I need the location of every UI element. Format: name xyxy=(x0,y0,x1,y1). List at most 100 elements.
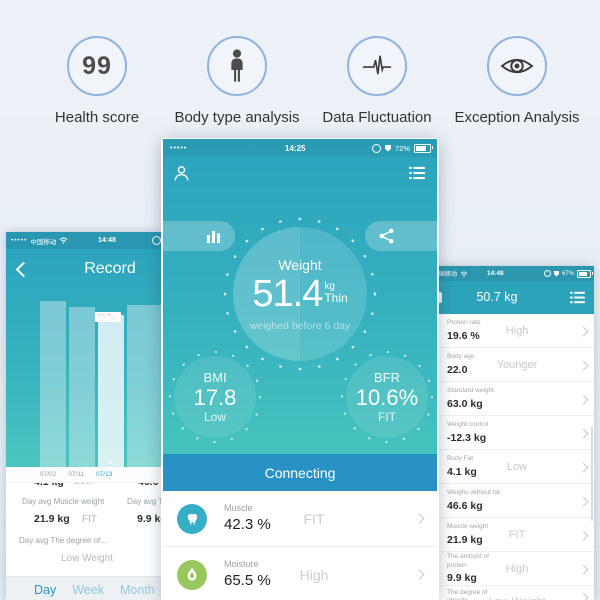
weight-bar[interactable] xyxy=(98,315,124,467)
metric-value: 42.3 % xyxy=(224,516,271,533)
chart-date-axis: 07/02 07/11 07/13 xyxy=(6,467,164,482)
share-button[interactable] xyxy=(365,221,437,251)
eye-icon xyxy=(487,36,547,96)
record-header: Record xyxy=(6,249,164,289)
feature-label: Health score xyxy=(54,109,140,126)
share-icon xyxy=(379,228,394,244)
metric-value: 9.9 kg xyxy=(447,571,477,584)
score-99-text: 99 xyxy=(82,51,112,80)
list-item[interactable]: Muscle weight 21.9 kg FIT xyxy=(437,518,594,552)
battery-icon xyxy=(414,143,433,153)
weight-bar-chart[interactable]: 50.7kg xyxy=(6,289,164,467)
metric-value: 65.5 % xyxy=(224,572,271,589)
list-menu-icon[interactable] xyxy=(570,291,585,304)
battery-percent: 72% xyxy=(394,143,410,153)
metric-name: Muscle xyxy=(224,503,253,513)
list-item[interactable]: Weighs without fat 46.6 kg xyxy=(437,484,594,518)
weight-bar[interactable] xyxy=(127,305,164,467)
bar-chart-icon xyxy=(207,231,220,243)
chevron-right-icon xyxy=(414,569,425,580)
profile-icon[interactable] xyxy=(173,165,190,182)
battery-icon xyxy=(577,269,593,278)
date-tick[interactable]: 07/11 xyxy=(68,471,85,478)
metric-list: Protein rate 19.6 % High Body age 22.0 Young… xyxy=(437,314,594,600)
left-phone-body: Record 50.7kg xyxy=(6,249,164,467)
status-time: 14:48 xyxy=(98,237,116,244)
moisture-row[interactable]: Moisture 65.5 % High xyxy=(163,547,437,600)
metric-label: Standard weight xyxy=(447,387,494,395)
metric-value: 63.0 kg xyxy=(447,397,483,410)
date-tick-active[interactable]: 07/13 xyxy=(96,471,113,478)
signal-dots: ••••• xyxy=(170,144,188,152)
list-item[interactable]: Protein rate 19.6 % High xyxy=(437,314,594,348)
left-status-bar: ••••• 中国移动 14:48 xyxy=(6,232,164,249)
tab-month[interactable]: Month xyxy=(119,582,155,597)
orientation-lock-icon xyxy=(152,236,161,245)
degree-status: Low Weight xyxy=(61,553,114,564)
feature-health-score: 99 Health score xyxy=(17,36,177,126)
feature-label: Data Fluctuation xyxy=(322,109,432,126)
metric-value: 4.1 kg xyxy=(447,465,477,478)
feature-label: Exception Analysis xyxy=(454,109,580,126)
scrollbar[interactable] xyxy=(591,426,593,521)
tab-day[interactable]: Day xyxy=(34,582,57,597)
avg-value-right: 9.9 kg xyxy=(137,513,164,525)
avg-value-left: 21.9 kg xyxy=(34,513,70,525)
ecg-line-icon xyxy=(347,36,407,96)
connecting-banner[interactable]: Connecting xyxy=(163,454,437,491)
bfr-status: FIT xyxy=(378,410,396,425)
list-item[interactable]: Body age 22.0 Younger xyxy=(437,348,594,382)
weight-status: Thin xyxy=(324,291,348,306)
bmi-dial[interactable]: BMI 17.8 Low xyxy=(167,349,263,445)
metric-label: The amount of protein xyxy=(447,553,489,569)
center-phone-main-screen: ••••• 14:25 72% xyxy=(161,138,439,600)
chevron-right-icon xyxy=(578,530,589,541)
history-chart-button[interactable] xyxy=(163,221,235,251)
bmi-label: BMI xyxy=(203,369,227,385)
list-item[interactable]: Weight control -12.3 kg xyxy=(437,416,594,450)
metric-value: 46.6 kg xyxy=(447,499,483,512)
metric-status: High xyxy=(505,324,529,337)
weight-title: 50.7 kg xyxy=(476,290,518,304)
muscle-row[interactable]: Muscle 42.3 % FIT xyxy=(163,491,437,547)
weight-value: 51.4 xyxy=(252,272,323,315)
status-time: 14:25 xyxy=(285,143,306,153)
metric-label: Muscle weight xyxy=(447,523,489,531)
feature-body-type: Body type analysis xyxy=(157,36,317,126)
metric-rows: Muscle 42.3 % FIT Moisture xyxy=(163,491,437,600)
carrier-label: 中国移动 xyxy=(30,238,57,246)
list-item[interactable]: Body Fat 4.1 kg Low xyxy=(437,450,594,484)
partial-value-right: 46.6 kg xyxy=(138,482,164,488)
metric-label: The degree of obesity xyxy=(447,589,488,600)
weight-bar[interactable] xyxy=(40,301,66,467)
list-item[interactable]: Standard weight 63.0 kg xyxy=(437,382,594,416)
feature-exception-analysis: Exception Analysis xyxy=(437,36,597,126)
metric-name: Moisture xyxy=(224,559,259,569)
chevron-right-icon xyxy=(414,513,425,524)
chevron-right-icon xyxy=(578,462,589,473)
metric-status: Low xyxy=(506,460,528,473)
battery-percent: 67% xyxy=(561,270,574,277)
bfr-dial[interactable]: BFR 10.6% FIT xyxy=(339,349,435,445)
back-chevron-icon[interactable] xyxy=(15,261,32,278)
bmi-value: 17.8 xyxy=(193,384,237,410)
clipped-back-icon[interactable] xyxy=(437,292,442,303)
weight-bar[interactable] xyxy=(69,307,95,467)
tab-week[interactable]: Week xyxy=(72,582,104,597)
dotted-ring xyxy=(223,217,377,371)
feature-label: Body type analysis xyxy=(174,109,300,126)
metric-status: High xyxy=(505,562,529,575)
weight-label: Weight xyxy=(278,256,322,273)
weight-dial[interactable]: Weight 51.4 kg Thin weighed before 6 day xyxy=(220,214,380,374)
avg-status-left: FIT xyxy=(82,514,97,525)
menu-list-icon[interactable] xyxy=(409,166,425,180)
date-tick[interactable]: 07/02 xyxy=(40,471,57,478)
record-title: Record xyxy=(84,260,136,277)
avg-label-left: Day avg Muscle weight xyxy=(22,497,105,506)
partial-value-left: 4.1 kg xyxy=(34,482,64,488)
list-item[interactable]: The amount of protein 9.9 kg High xyxy=(437,552,594,586)
left-phone-record-screen: ••••• 中国移动 14:48 Record 50.7kg 07/02 07/… xyxy=(6,232,164,600)
list-item[interactable]: The degree of obesityLow Weight xyxy=(437,586,594,600)
metric-label: Protein rate xyxy=(447,319,481,327)
